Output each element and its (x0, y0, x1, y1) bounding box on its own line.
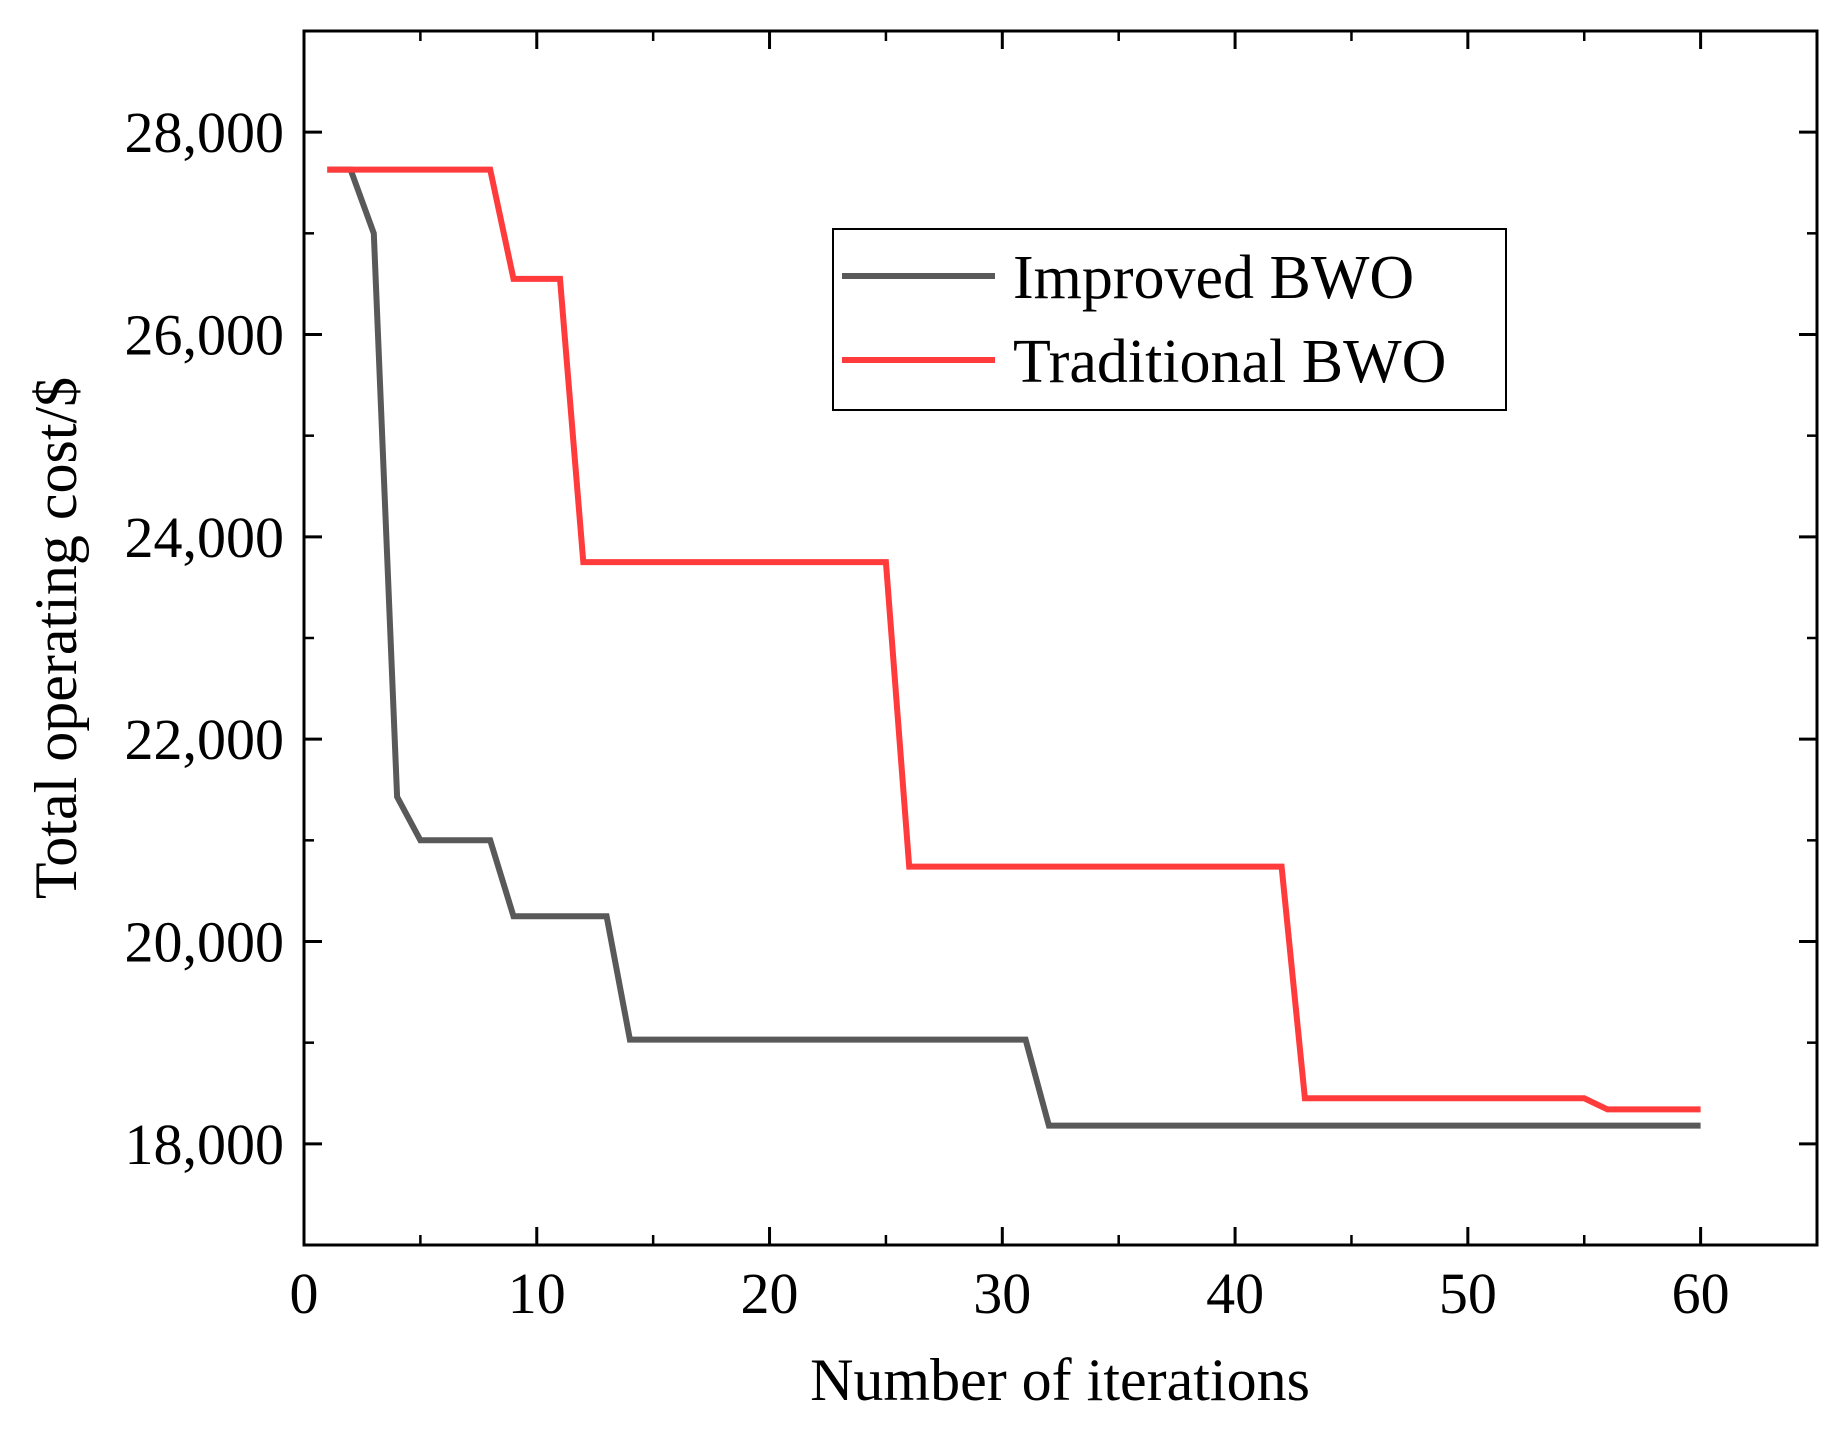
y-axis-title: Total operating cost/$ (23, 377, 89, 899)
x-tick-label: 60 (1672, 1261, 1730, 1326)
y-tick-label: 18,000 (125, 1112, 285, 1177)
x-tick-label: 50 (1439, 1261, 1497, 1326)
x-tick-label: 40 (1206, 1261, 1264, 1326)
y-tick-label: 28,000 (125, 100, 285, 165)
series-line-traditional-bwo (327, 166, 1701, 1113)
legend: Improved BWO Traditional BWO (832, 228, 1507, 411)
plot-frame (302, 29, 1819, 1247)
y-tick-label: 24,000 (125, 505, 285, 570)
y-tick-label: 26,000 (125, 303, 285, 368)
x-tick-label: 0 (290, 1261, 319, 1326)
x-axis-title: Number of iterations (810, 1347, 1310, 1413)
x-tick-label: 10 (508, 1261, 566, 1326)
x-tick-label: 30 (973, 1261, 1031, 1326)
series-line-improved-bwo (327, 166, 1701, 1129)
y-tick-label: 22,000 (125, 707, 285, 772)
legend-label-traditional-bwo: Traditional BWO (1013, 328, 1446, 396)
y-tick-label: 20,000 (125, 910, 285, 975)
x-tick-label: 20 (741, 1261, 799, 1326)
legend-box (832, 228, 1507, 411)
legend-label-improved-bwo: Improved BWO (1013, 244, 1414, 312)
